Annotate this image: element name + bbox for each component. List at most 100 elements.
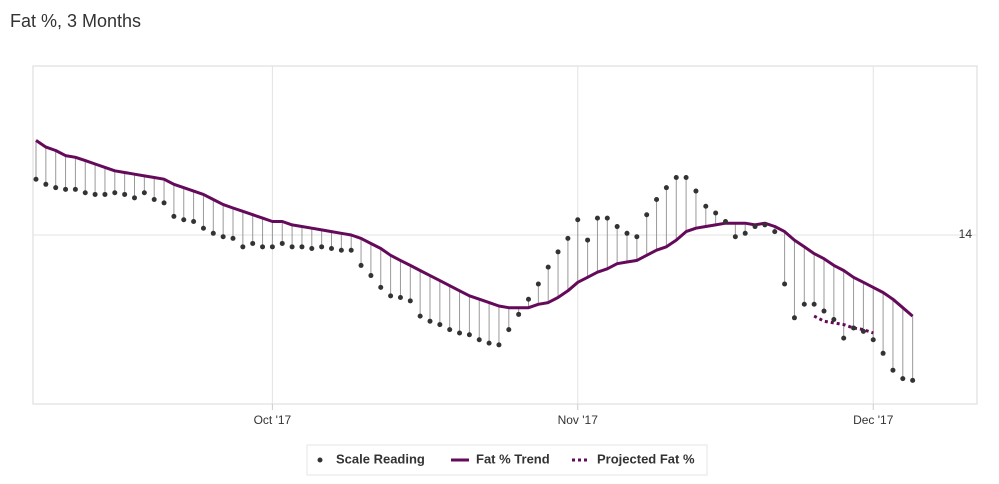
scale-point bbox=[565, 235, 571, 241]
scale-point bbox=[516, 311, 522, 317]
scale-point bbox=[161, 200, 167, 206]
scale-point bbox=[624, 230, 630, 236]
scale-point bbox=[801, 301, 807, 307]
scale-point bbox=[752, 224, 758, 230]
scale-point bbox=[63, 186, 69, 192]
scale-point bbox=[526, 296, 531, 302]
scale-point bbox=[545, 264, 551, 270]
scale-point bbox=[713, 210, 719, 216]
legend-label: Scale Reading bbox=[336, 451, 425, 466]
series-line bbox=[813, 314, 874, 335]
x-tick-label: Nov '17 bbox=[558, 413, 599, 427]
scale-point bbox=[33, 176, 39, 182]
scale-point bbox=[644, 212, 650, 218]
scale-point bbox=[92, 191, 98, 197]
scale-point bbox=[407, 298, 413, 304]
scale-point bbox=[782, 281, 788, 287]
scale-point bbox=[890, 367, 896, 373]
legend-item: Scale Reading bbox=[317, 451, 425, 466]
scale-point bbox=[250, 240, 256, 246]
scale-point bbox=[388, 293, 394, 299]
scale-point bbox=[506, 327, 512, 333]
scale-point bbox=[496, 342, 502, 348]
scale-point bbox=[870, 337, 876, 343]
scale-point bbox=[338, 247, 344, 253]
scale-point bbox=[447, 327, 453, 333]
scale-point bbox=[654, 197, 660, 203]
scale-point bbox=[851, 325, 857, 331]
scale-point bbox=[486, 340, 492, 346]
legend-item: Projected Fat % bbox=[572, 451, 695, 466]
x-tick-label: Oct '17 bbox=[254, 413, 292, 427]
scale-point bbox=[181, 217, 187, 223]
scale-point bbox=[240, 244, 246, 250]
scale-point bbox=[122, 191, 128, 197]
scale-point bbox=[319, 244, 325, 250]
scale-point bbox=[82, 190, 88, 196]
scale-point bbox=[762, 222, 768, 228]
scale-point bbox=[742, 230, 748, 236]
scale-point bbox=[299, 244, 305, 250]
scale-point bbox=[289, 244, 295, 250]
scale-point bbox=[673, 175, 679, 181]
scale-point bbox=[309, 246, 315, 252]
scale-point bbox=[53, 185, 59, 191]
scale-point bbox=[575, 217, 581, 223]
scale-point bbox=[772, 229, 778, 235]
scale-point bbox=[900, 376, 906, 382]
scale-point bbox=[112, 190, 118, 196]
scale-point bbox=[279, 240, 285, 246]
legend-box bbox=[306, 444, 708, 476]
series-line bbox=[35, 139, 914, 318]
scale-point bbox=[437, 322, 443, 328]
scale-point bbox=[72, 186, 78, 192]
scale-point bbox=[230, 235, 236, 241]
scale-point bbox=[880, 350, 886, 356]
scale-point bbox=[220, 234, 226, 240]
scale-point bbox=[910, 377, 916, 383]
scale-point bbox=[132, 195, 137, 201]
scale-point bbox=[329, 246, 334, 252]
scale-point bbox=[397, 295, 403, 301]
scale-point bbox=[555, 249, 561, 255]
scale-point bbox=[821, 308, 827, 314]
scale-point bbox=[663, 185, 669, 191]
scale-point bbox=[693, 188, 699, 194]
scale-point bbox=[841, 335, 847, 341]
scale-point bbox=[683, 175, 689, 181]
legend-label: Projected Fat % bbox=[597, 451, 695, 466]
scale-point bbox=[831, 317, 837, 322]
scale-point bbox=[466, 332, 472, 338]
scale-point bbox=[634, 234, 640, 240]
scale-point bbox=[260, 244, 266, 250]
scale-point bbox=[43, 181, 49, 187]
scale-point bbox=[614, 224, 620, 230]
scale-point bbox=[585, 237, 591, 243]
scale-point bbox=[200, 225, 206, 231]
scale-point bbox=[358, 262, 364, 268]
scale-point bbox=[594, 215, 600, 221]
scale-point bbox=[427, 318, 433, 324]
y-tick-label: 14 bbox=[959, 227, 973, 241]
legend-label: Fat % Trend bbox=[476, 451, 550, 466]
scale-point bbox=[811, 301, 817, 307]
scale-point bbox=[151, 197, 157, 203]
scale-point bbox=[141, 190, 147, 196]
scale-point bbox=[102, 191, 108, 197]
legend-symbol bbox=[317, 457, 323, 463]
scale-point bbox=[535, 281, 541, 287]
scale-point bbox=[210, 230, 216, 236]
scale-point bbox=[703, 203, 709, 209]
scale-point bbox=[368, 273, 374, 279]
chart-title: Fat %, 3 Months bbox=[10, 11, 141, 31]
scale-point bbox=[791, 315, 797, 321]
scale-point bbox=[269, 244, 275, 250]
legend-item: Fat % Trend bbox=[451, 451, 550, 466]
scale-point bbox=[476, 337, 482, 343]
x-tick-label: Dec '17 bbox=[853, 413, 894, 427]
scale-point bbox=[732, 234, 738, 240]
scale-point bbox=[378, 284, 384, 290]
scale-point bbox=[417, 313, 423, 319]
